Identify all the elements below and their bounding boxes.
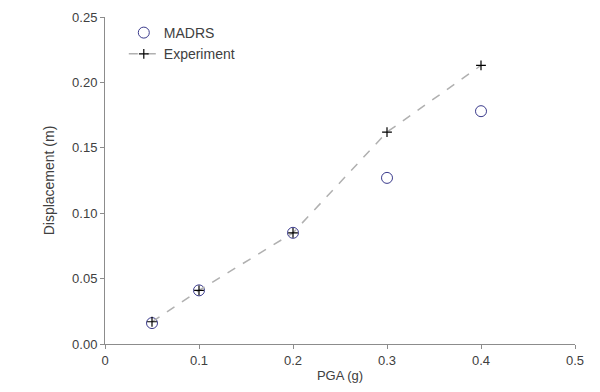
svg-text:PGA (g): PGA (g): [317, 368, 363, 383]
svg-text:0.4: 0.4: [472, 353, 490, 368]
svg-text:0.5: 0.5: [566, 353, 584, 368]
svg-text:0.00: 0.00: [72, 337, 97, 352]
svg-text:Displacement (m): Displacement (m): [41, 126, 57, 236]
svg-text:Experiment: Experiment: [164, 46, 235, 62]
svg-text:0.10: 0.10: [72, 206, 97, 221]
svg-text:0.2: 0.2: [284, 353, 302, 368]
svg-text:MADRS: MADRS: [164, 25, 215, 41]
svg-text:0: 0: [101, 353, 108, 368]
svg-text:0.3: 0.3: [378, 353, 396, 368]
svg-text:0.1: 0.1: [190, 353, 208, 368]
svg-text:0.25: 0.25: [72, 10, 97, 25]
svg-text:0.15: 0.15: [72, 140, 97, 155]
svg-text:0.20: 0.20: [72, 75, 97, 90]
svg-text:0.05: 0.05: [72, 271, 97, 286]
